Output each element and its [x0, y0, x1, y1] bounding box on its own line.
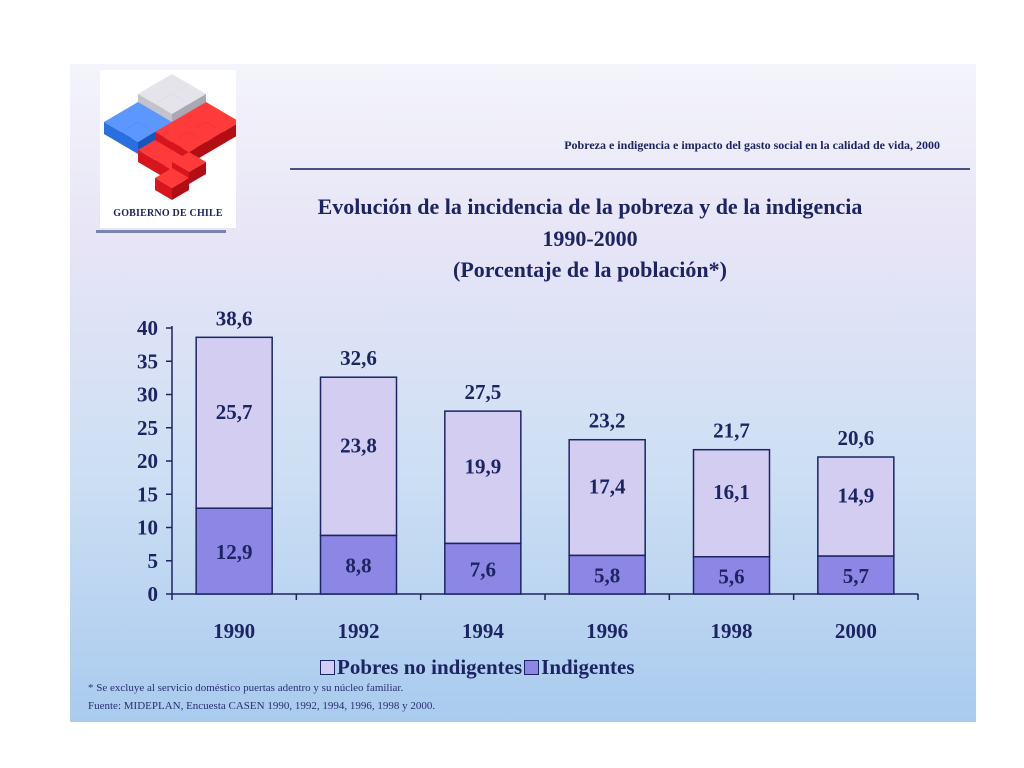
bar-segment-non-indigent [817, 456, 895, 557]
chart-unit-line: (Porcentaje de la población*) [453, 257, 727, 282]
logo-cube-17 [155, 168, 189, 200]
y-tick-label: 5 [148, 549, 159, 573]
x-tick-label: 1994 [462, 619, 505, 643]
footnote: * Se excluye al servicio doméstico puert… [88, 682, 404, 694]
x-tick-label: 1990 [213, 619, 255, 643]
logo-box: GOBIERNO DE CHILE [100, 70, 236, 228]
data-label-indigent: 12,9 [216, 540, 253, 564]
y-tick-label: 15 [137, 482, 158, 506]
bar-segment-indigent [319, 534, 398, 595]
legend-swatch-indigent [524, 659, 540, 675]
data-label-total: 32,6 [340, 346, 377, 370]
chart-axes: 0 5 10 15 20 25 30 35 40 [137, 316, 919, 606]
logo-divider [96, 230, 226, 233]
bar-group-1990: 12,9 25,7 38,6 1990 [195, 306, 273, 643]
logo-cube-right [172, 178, 189, 200]
data-label-total: 21,7 [713, 419, 750, 443]
y-tick-label: 25 [137, 416, 158, 440]
bar-segment-non-indigent [195, 336, 273, 509]
bar-segment-indigent [195, 507, 273, 595]
y-tick-label: 0 [148, 582, 159, 606]
data-label-indigent: 5,8 [594, 564, 620, 588]
x-tick-label: 2000 [835, 619, 877, 643]
bar-group-1992: 8,8 23,8 32,6 1992 [319, 346, 398, 643]
chart-title: Evolución de la incidencia de la pobreza… [317, 194, 863, 219]
data-label-non-indigent: 23,8 [340, 433, 377, 457]
y-tick-label: 35 [137, 349, 158, 373]
x-tick-label: 1996 [586, 619, 628, 643]
bar-segment-indigent [692, 556, 771, 595]
data-label-total: 38,6 [216, 306, 253, 330]
chart-subtitle: 1990-2000 [542, 226, 638, 251]
slide: GOBIERNO DE CHILE Pobreza e indigencia e… [70, 64, 976, 722]
y-tick-label: 40 [137, 316, 158, 340]
gobierno-de-chile-logo [104, 74, 236, 200]
data-label-indigent: 5,6 [718, 564, 744, 588]
data-label-total: 27,5 [464, 380, 501, 404]
data-label-indigent: 8,8 [345, 554, 371, 578]
y-tick-label: 10 [137, 516, 158, 540]
legend-label-indigent: Indigentes [541, 654, 635, 679]
header-divider [290, 168, 970, 170]
data-label-total: 23,2 [589, 409, 626, 433]
bar-group-1994: 7,6 19,9 27,5 1994 [444, 380, 522, 643]
logo-cube-left [104, 122, 121, 144]
bar-segment-indigent [568, 554, 646, 595]
logo-cube-right [223, 124, 236, 144]
source-note: Fuente: MIDEPLAN, Encuesta CASEN 1990, 1… [88, 700, 436, 712]
x-tick-label: 1998 [711, 619, 753, 643]
bar-group-1996: 5,8 17,4 23,2 1996 [568, 409, 646, 643]
header-text: Pobreza e indigencia e impacto del gasto… [564, 138, 940, 152]
logo-cube-left [121, 132, 138, 154]
data-label-indigent: 7,6 [470, 558, 496, 582]
logo-cube-top [206, 112, 236, 132]
legend-swatch-non-indigent [320, 659, 335, 675]
logo-cube-left [155, 178, 172, 200]
y-tick-label: 20 [137, 449, 158, 473]
data-label-non-indigent: 25,7 [216, 400, 253, 424]
bar-segment-indigent [444, 542, 522, 595]
logo-cube-right [189, 162, 206, 184]
logo-cube-left [138, 150, 155, 172]
data-label-non-indigent: 14,9 [837, 484, 874, 508]
bar-group-2000: 5,7 14,9 20,6 2000 [817, 426, 895, 643]
data-label-indigent: 5,7 [843, 564, 869, 588]
y-tick-label: 30 [137, 383, 158, 407]
logo-text: GOBIERNO DE CHILE [113, 208, 223, 219]
data-label-total: 20,6 [837, 426, 874, 450]
data-label-non-indigent: 16,1 [713, 480, 750, 504]
bar-segment-non-indigent [692, 448, 771, 558]
bar-segment-non-indigent [444, 410, 522, 545]
legend-label-non-indigent: Pobres no indigentes [337, 654, 523, 679]
legend: Pobres no indigentes Indigentes [320, 654, 635, 680]
x-tick-label: 1992 [338, 619, 380, 643]
data-label-non-indigent: 19,9 [464, 454, 501, 478]
bar-chart: 0 5 10 15 20 25 30 35 40 12,9 25,7 38,6 1990 8,8 23,8 3… [137, 306, 919, 643]
bar-segment-indigent [817, 555, 895, 595]
bar-group-1998: 5,6 16,1 21,7 1998 [692, 419, 771, 643]
logo-cube-right [206, 132, 223, 154]
data-label-non-indigent: 17,4 [589, 475, 626, 499]
